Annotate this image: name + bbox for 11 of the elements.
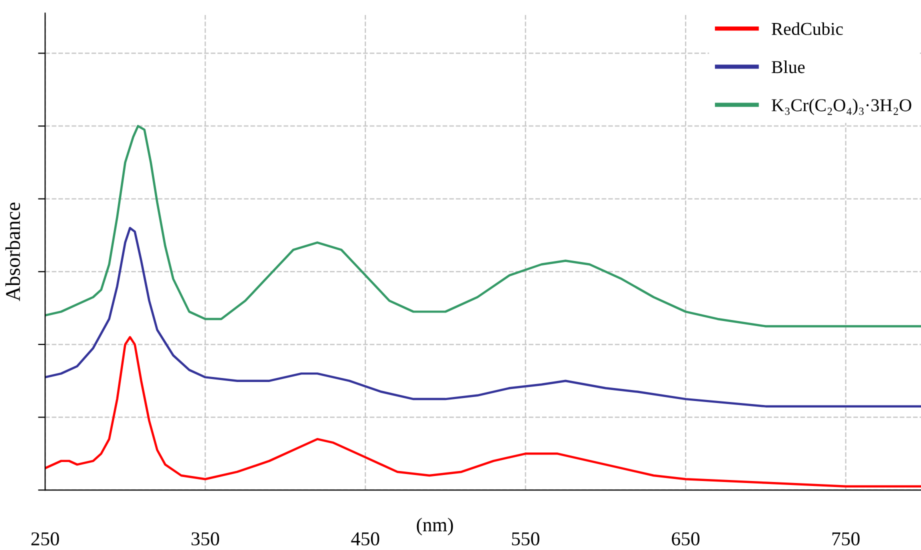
x-tick-label: 250: [31, 532, 59, 546]
x-tick-label: 750: [832, 532, 860, 546]
legend-label: Blue: [772, 60, 805, 74]
x-tick-label: 450: [351, 532, 380, 546]
x-tick-label: 650: [672, 532, 700, 546]
legend-label: RedCubic: [772, 22, 843, 36]
y-axis-title: Absorbance: [5, 202, 20, 302]
legend-label: K₃Cr(C₂O₄)₃·3H₂O: [772, 98, 912, 116]
x-axis-title: (nm): [416, 518, 453, 536]
x-tick-label: 550: [512, 532, 540, 546]
x-tick-label: 350: [192, 532, 220, 546]
